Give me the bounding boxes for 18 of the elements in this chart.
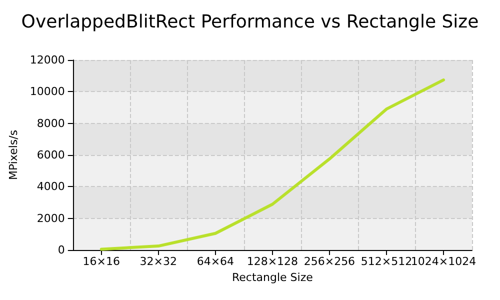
y-axis-title: MPixels/s [7,130,20,180]
x-tick-label: 256×256 [304,255,356,268]
line-series [100,78,445,251]
y-tick-label: 6000 [36,148,65,162]
y-tick-label: 12000 [30,54,65,66]
x-tick-label: 1024×1024 [410,255,476,268]
y-tick-label: 0 [58,244,65,256]
x-tick-label: 64×64 [196,255,234,268]
x-tick-label: 32×32 [140,255,178,268]
y-tick-label: 4000 [36,180,65,194]
x-tick-label: 512×512 [360,255,412,268]
x-tick-label: 128×128 [246,255,298,268]
x-axis-title: Rectangle Size [232,270,314,284]
y-tick-label: 2000 [36,212,65,225]
x-tick-label: 16×16 [82,255,120,268]
y-tick-label: 8000 [36,116,65,130]
y-tick-label: 10000 [30,85,65,98]
chart-title: OverlappedBlitRect Performance vs Rectangle Size [21,12,479,32]
